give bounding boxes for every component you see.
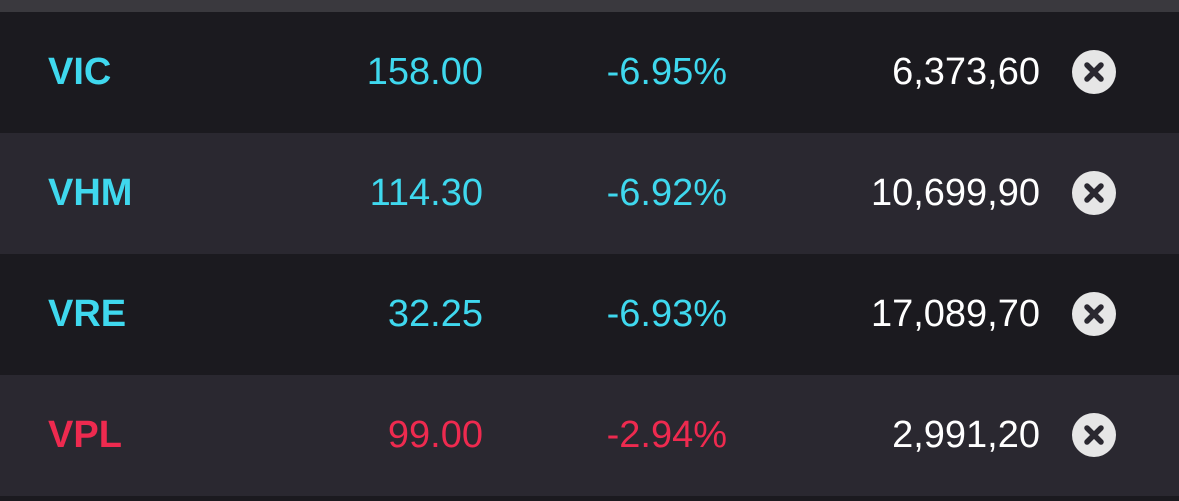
close-circle-icon: [1084, 183, 1104, 203]
close-circle-icon: [1084, 304, 1104, 324]
watchlist-row[interactable]: VPL 99.00 -2.94% 2,991,20: [0, 375, 1179, 496]
ticker-symbol[interactable]: VHM: [48, 172, 133, 214]
percent-change: -6.93%: [606, 293, 727, 335]
remove-button[interactable]: [1072, 413, 1116, 457]
volume: 6,373,60: [892, 51, 1040, 93]
volume: 2,991,20: [892, 414, 1040, 456]
watchlist-row[interactable]: VIC 158.00 -6.95% 6,373,60: [0, 12, 1179, 133]
percent-change: -2.94%: [606, 414, 727, 456]
top-divider: [0, 0, 1179, 12]
ticker-symbol[interactable]: VPL: [48, 414, 122, 456]
close-circle-icon: [1084, 62, 1104, 82]
price: 158.00: [366, 51, 483, 93]
price: 99.00: [387, 414, 483, 456]
watchlist-row[interactable]: VHM 114.30 -6.92% 10,699,90: [0, 133, 1179, 254]
volume: 17,089,70: [870, 293, 1040, 335]
price: 32.25: [387, 293, 483, 335]
watchlist-row[interactable]: VRE 32.25 -6.93% 17,089,70: [0, 254, 1179, 375]
ticker-symbol[interactable]: VRE: [48, 293, 127, 335]
volume: 10,699,90: [870, 172, 1040, 214]
percent-change: -6.92%: [606, 172, 727, 214]
price: 114.30: [369, 172, 483, 214]
percent-change: -6.95%: [606, 51, 727, 93]
remove-button[interactable]: [1072, 171, 1116, 215]
remove-button[interactable]: [1072, 50, 1116, 94]
ticker-symbol[interactable]: VIC: [48, 51, 112, 93]
remove-button[interactable]: [1072, 292, 1116, 336]
watchlist: VIC 158.00 -6.95% 6,373,60 VHM 114.30 -6…: [0, 12, 1179, 496]
close-circle-icon: [1084, 425, 1104, 445]
